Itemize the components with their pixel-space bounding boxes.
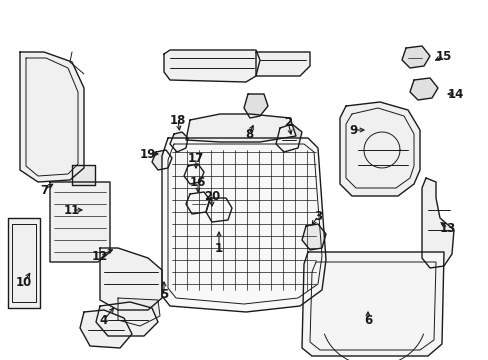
Text: 14: 14 — [447, 87, 463, 100]
Polygon shape — [302, 224, 325, 250]
Polygon shape — [302, 252, 443, 356]
Polygon shape — [8, 218, 40, 308]
Text: 1: 1 — [215, 242, 223, 255]
Polygon shape — [421, 178, 453, 268]
Polygon shape — [275, 124, 302, 152]
Polygon shape — [100, 248, 162, 310]
Polygon shape — [50, 182, 110, 262]
Text: 5: 5 — [160, 288, 168, 301]
Text: 8: 8 — [244, 127, 253, 140]
Text: 15: 15 — [435, 49, 451, 63]
Text: 12: 12 — [92, 249, 108, 262]
Polygon shape — [185, 192, 209, 214]
Text: 16: 16 — [189, 175, 206, 189]
Text: 17: 17 — [187, 152, 203, 165]
Text: 7: 7 — [40, 184, 48, 197]
Polygon shape — [96, 302, 158, 336]
Polygon shape — [409, 78, 437, 100]
Polygon shape — [401, 46, 429, 68]
Polygon shape — [152, 150, 172, 170]
Text: 18: 18 — [169, 113, 186, 126]
Polygon shape — [185, 114, 295, 142]
Polygon shape — [163, 50, 260, 82]
Polygon shape — [339, 102, 419, 196]
Text: 3: 3 — [313, 210, 322, 222]
Polygon shape — [205, 198, 231, 222]
Text: 13: 13 — [439, 221, 455, 234]
Polygon shape — [20, 52, 84, 182]
Polygon shape — [244, 94, 267, 118]
Text: 6: 6 — [363, 314, 371, 327]
Polygon shape — [162, 138, 325, 312]
Text: 4: 4 — [100, 314, 108, 327]
Polygon shape — [256, 52, 309, 76]
Text: 9: 9 — [349, 123, 357, 136]
Text: 19: 19 — [140, 148, 156, 161]
Text: 10: 10 — [16, 275, 32, 288]
Polygon shape — [72, 165, 95, 185]
Polygon shape — [170, 132, 187, 152]
Polygon shape — [80, 310, 132, 348]
Text: 11: 11 — [64, 203, 80, 216]
Polygon shape — [118, 298, 160, 326]
Polygon shape — [183, 164, 203, 184]
Text: 20: 20 — [203, 189, 220, 202]
Text: 2: 2 — [284, 116, 291, 129]
